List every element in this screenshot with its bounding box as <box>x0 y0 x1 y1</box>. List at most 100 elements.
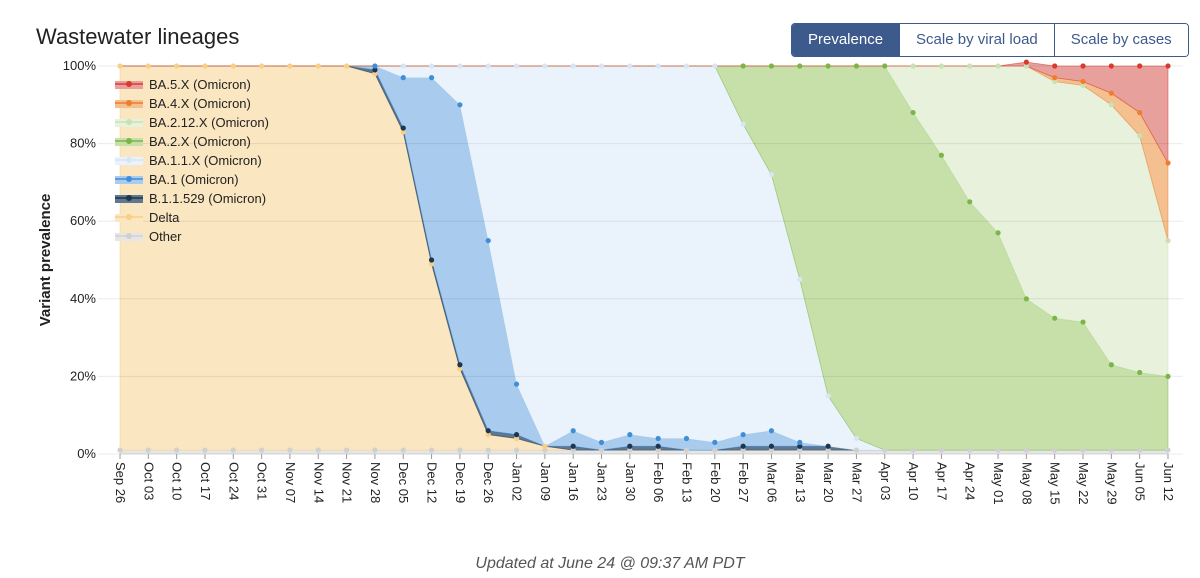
data-point <box>967 63 973 69</box>
data-point <box>457 102 463 108</box>
data-point <box>740 443 746 449</box>
x-tick-label: Nov 07 <box>283 462 298 503</box>
data-point <box>995 230 1001 236</box>
x-tick-label: Dec 12 <box>425 462 440 503</box>
button[interactable]: Scale by cases <box>1053 24 1188 56</box>
data-point <box>797 439 803 445</box>
y-axis-label: Variant prevalence <box>37 194 54 327</box>
data-point <box>372 63 378 69</box>
data-point <box>1137 133 1143 139</box>
data-point <box>1023 63 1029 69</box>
legend-label: B.1.1.529 (Omicron) <box>149 191 266 206</box>
data-point <box>740 63 746 69</box>
data-point <box>1108 447 1114 453</box>
x-tick-label: May 22 <box>1076 462 1091 505</box>
data-point <box>598 447 605 453</box>
legend-dot <box>126 233 132 239</box>
data-point <box>740 432 746 438</box>
y-tick-label: 40% <box>70 291 96 306</box>
button[interactable]: Prevalence <box>792 24 900 56</box>
x-tick-label: Jan 23 <box>595 462 610 501</box>
data-point <box>315 447 321 453</box>
data-point <box>400 125 406 131</box>
data-point <box>627 63 633 69</box>
x-tick-label: Feb 06 <box>651 462 666 502</box>
data-point <box>372 67 378 73</box>
data-point <box>1052 78 1058 85</box>
x-tick-label: Oct 10 <box>170 462 185 500</box>
data-point <box>655 435 661 442</box>
data-point <box>428 75 435 81</box>
data-point <box>683 63 690 69</box>
area <box>120 61 1169 165</box>
data-point <box>1165 63 1171 69</box>
data-point <box>768 428 775 434</box>
data-point <box>428 447 435 453</box>
data-point <box>655 447 661 453</box>
x-tick-label: Apr 10 <box>906 462 921 500</box>
data-point <box>1052 447 1058 453</box>
data-point <box>513 447 520 453</box>
x-tick-label: Jun 12 <box>1161 462 1176 501</box>
x-tick-label: Apr 17 <box>934 462 949 500</box>
legend-dot <box>126 100 132 106</box>
data-point <box>938 152 945 158</box>
legend-label: Other <box>149 229 182 244</box>
data-point <box>995 63 1001 69</box>
data-point <box>797 443 803 449</box>
legend-label: BA.2.12.X (Omicron) <box>149 115 269 130</box>
data-point <box>259 63 265 69</box>
data-point <box>768 172 775 178</box>
data-point <box>1165 238 1171 244</box>
x-tick-label: Oct 03 <box>141 462 156 500</box>
data-point <box>1080 78 1086 85</box>
data-point <box>174 447 180 453</box>
x-tick-label: Dec 05 <box>396 462 411 503</box>
legend-dot <box>126 119 132 125</box>
data-point <box>428 257 435 263</box>
data-point <box>400 63 406 69</box>
data-point <box>485 447 491 453</box>
data-point <box>485 432 491 438</box>
data-point <box>1108 362 1114 368</box>
chart: 0% 20% 40% 60% 80% 100% Sep 26 Oct 03 Oct 10 Oct … <box>37 58 1183 505</box>
data-point <box>1137 447 1143 453</box>
data-point <box>712 63 718 69</box>
x-tick-label: Sep 26 <box>113 462 128 503</box>
legend-label: Delta <box>149 210 180 225</box>
data-point <box>1137 109 1143 116</box>
data-point <box>457 362 463 368</box>
data-point <box>995 447 1001 453</box>
x-tick-label: May 01 <box>991 462 1006 505</box>
data-point <box>570 63 576 69</box>
x-tick-label: Jan 09 <box>538 462 553 501</box>
data-point <box>627 432 633 438</box>
y-tick-label: 80% <box>70 136 96 151</box>
data-point <box>882 447 888 453</box>
legend-dot <box>126 138 132 144</box>
x-tick-label: Jan 02 <box>510 462 525 501</box>
data-point <box>174 63 180 69</box>
legend-dot <box>126 214 132 220</box>
button[interactable]: Scale by viral load <box>899 24 1054 56</box>
chart-title: Wastewater lineages <box>36 24 240 49</box>
x-tick-label: Mar 20 <box>821 462 836 502</box>
data-point <box>683 435 690 442</box>
data-point <box>513 432 520 438</box>
data-point <box>117 63 123 69</box>
legend-label: BA.1 (Omicron) <box>149 172 239 187</box>
data-point <box>570 443 576 449</box>
data-point <box>485 428 491 434</box>
x-tick-label: Jan 30 <box>623 462 638 501</box>
legend-dot <box>126 81 132 87</box>
data-point <box>372 447 378 453</box>
legend-dot <box>126 157 132 163</box>
x-tick-label: Feb 13 <box>679 462 694 502</box>
footer: Updated at June 24 @ 09:37 AM PDT <box>475 555 745 572</box>
legend-label: BA.4.X (Omicron) <box>149 96 251 111</box>
x-tick-label: Apr 24 <box>963 462 978 500</box>
data-point <box>910 447 916 453</box>
data-point <box>457 447 463 453</box>
data-point <box>513 381 520 387</box>
y-tick-label: 60% <box>70 213 96 228</box>
